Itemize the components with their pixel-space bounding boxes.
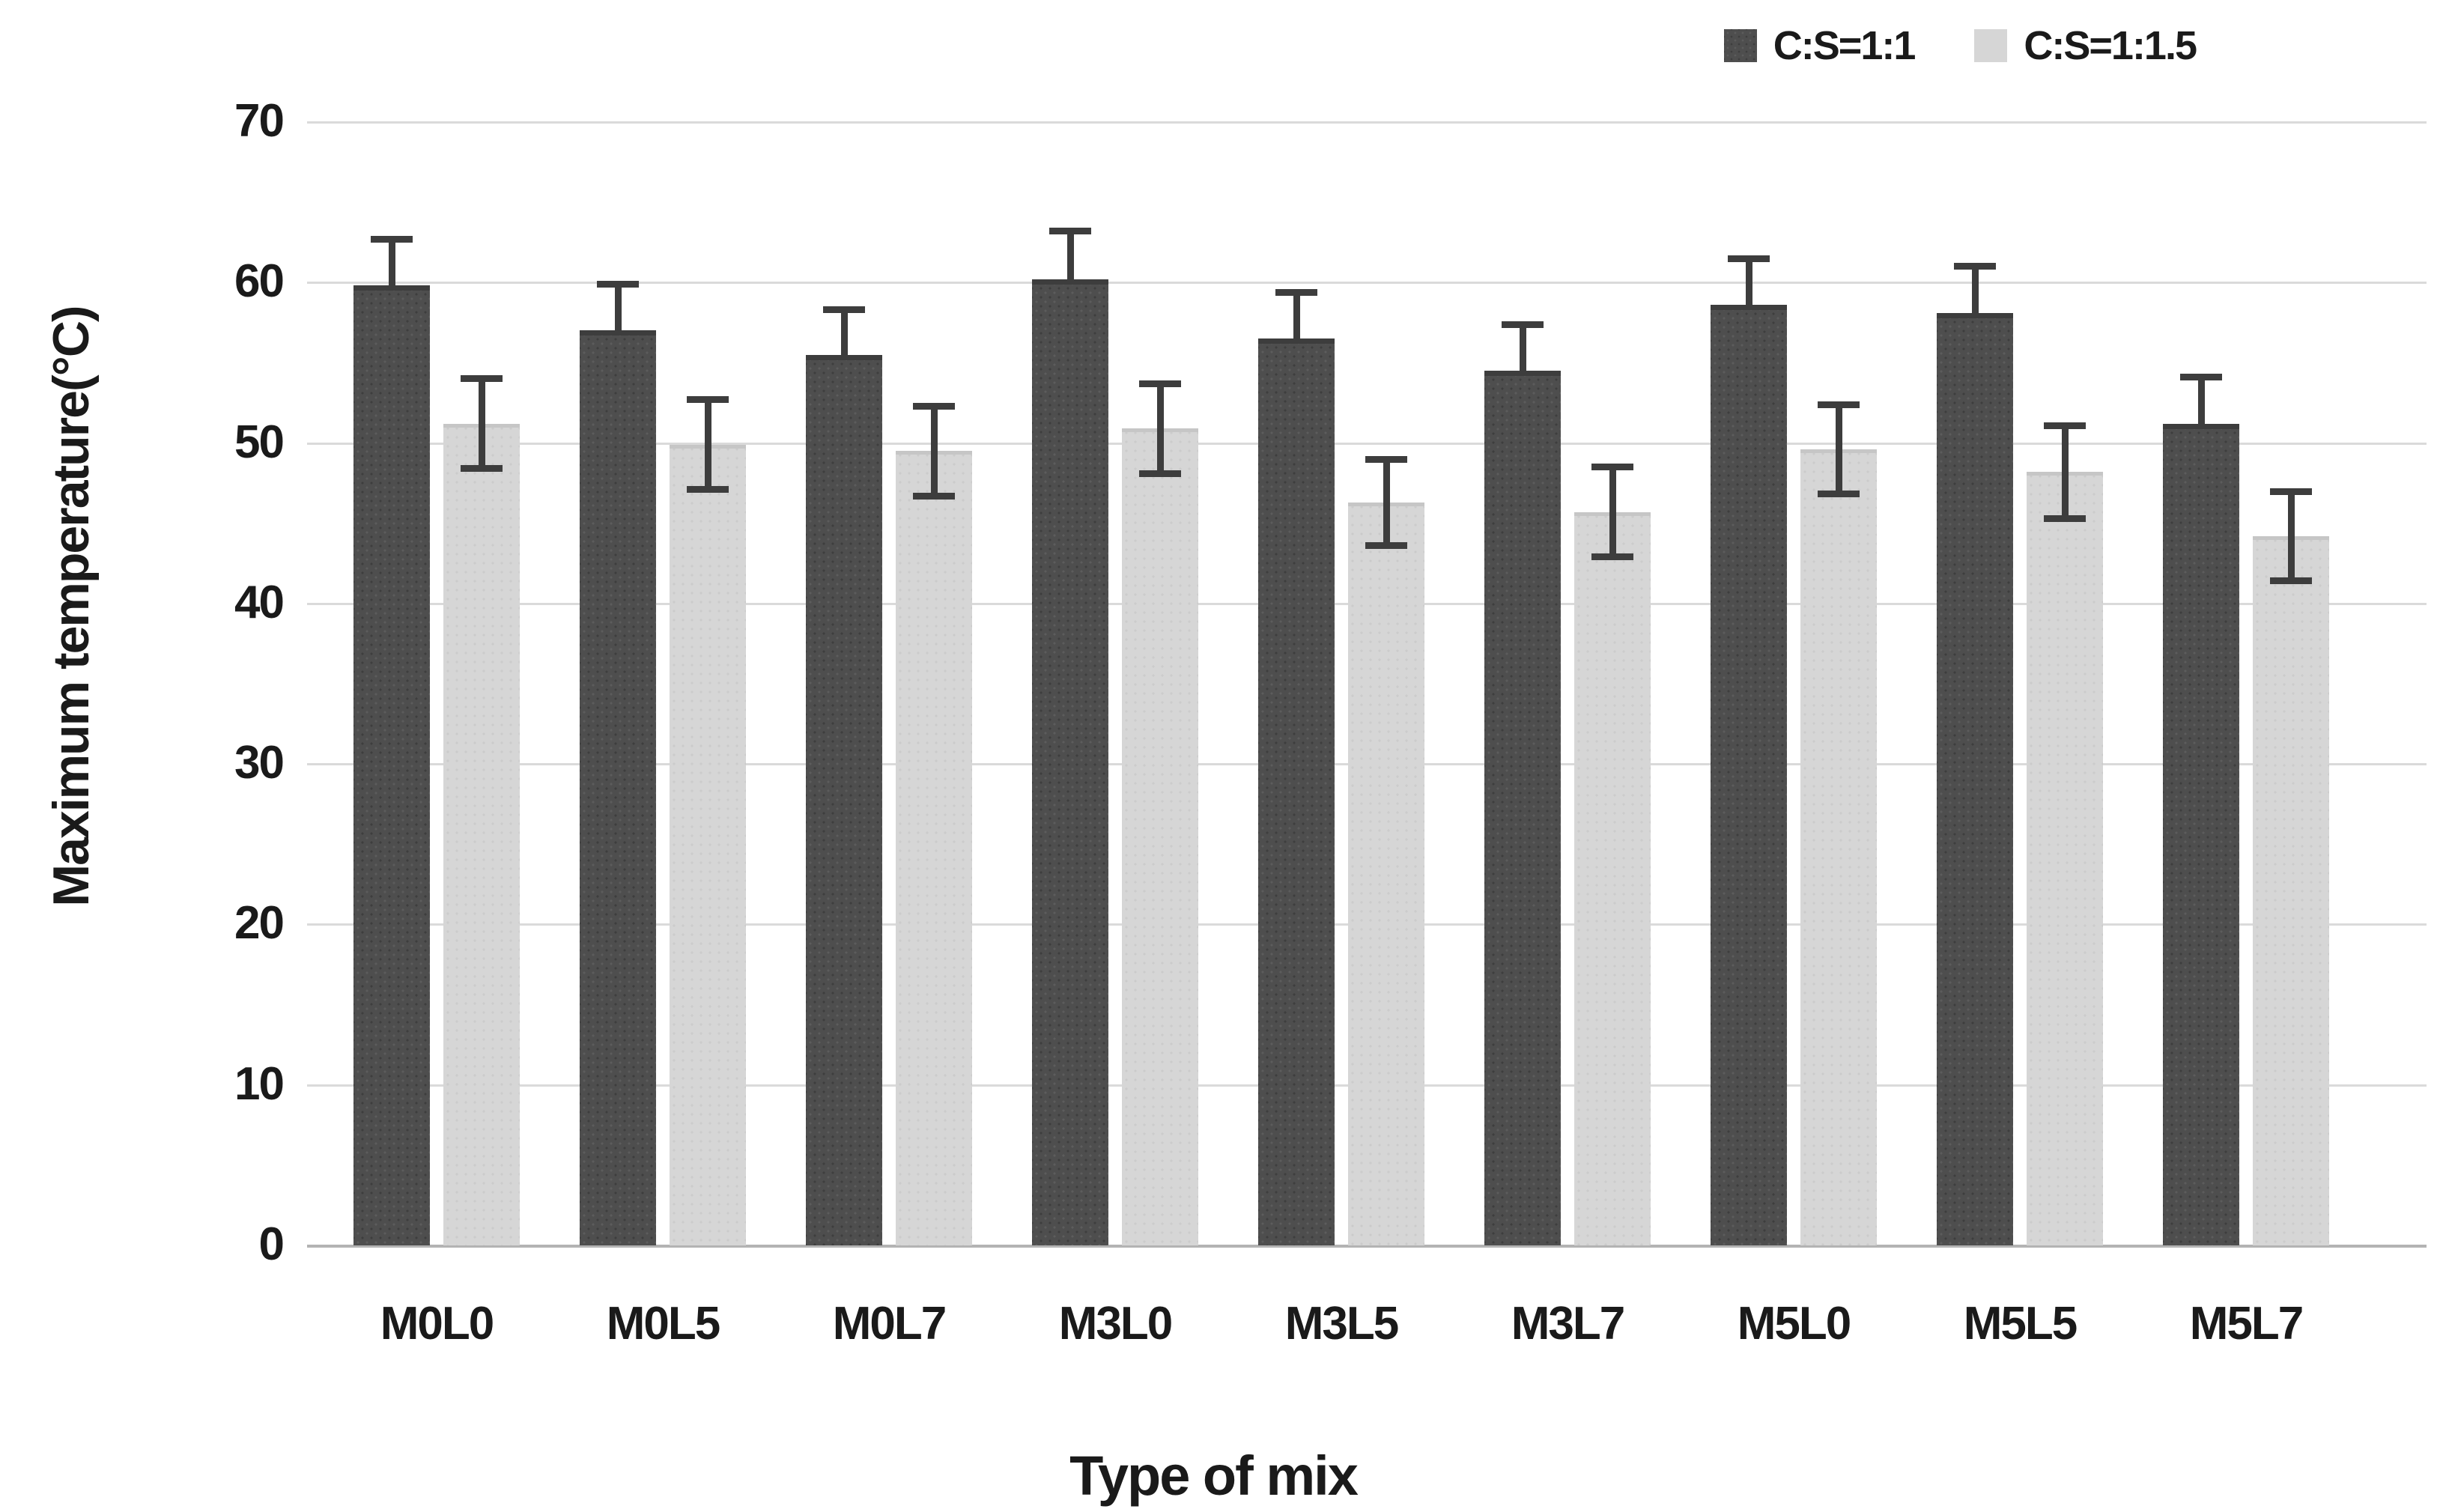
error-bar-cap-bottom <box>2270 577 2312 585</box>
error-bar-whisker <box>1609 464 1616 560</box>
x-category-label: M5L7 <box>2189 1298 2304 1349</box>
bar <box>2253 535 2329 1245</box>
y-tick-label: 30 <box>234 737 285 789</box>
bar <box>1711 305 1787 1245</box>
gridline <box>307 282 2427 285</box>
y-tick-label: 40 <box>234 576 285 628</box>
error-bar-cap-bottom <box>1365 541 1407 549</box>
y-tick-label: 10 <box>234 1057 285 1110</box>
error-bar-cap-top <box>2044 422 2086 429</box>
bar <box>1484 371 1561 1245</box>
error-bar-cap-top <box>2270 488 2312 495</box>
legend-label: C:S=1:1.5 <box>2024 23 2197 68</box>
error-bar-cap-bottom <box>687 485 729 493</box>
bar <box>670 444 746 1245</box>
error-bar-cap-top <box>1275 288 1317 296</box>
bar <box>1574 511 1651 1245</box>
error-bar-cap-top <box>1818 401 1860 408</box>
x-category-label: M3L5 <box>1284 1298 1399 1349</box>
error-bar-whisker <box>1383 455 1390 549</box>
error-bar-cap-top <box>371 236 413 243</box>
bar <box>443 423 520 1245</box>
y-tick-label: 70 <box>234 94 285 147</box>
error-bar-whisker <box>1156 380 1164 477</box>
bar <box>2027 472 2103 1245</box>
x-category-label: M5L0 <box>1737 1298 1851 1349</box>
error-bar-whisker <box>2061 422 2069 522</box>
error-bar-cap-top <box>1954 263 1996 270</box>
bar <box>353 285 430 1245</box>
error-bar-whisker <box>1745 255 1752 306</box>
error-bar-whisker <box>840 306 848 355</box>
x-category-label: M5L5 <box>1963 1298 2078 1349</box>
error-bar-cap-top <box>461 375 503 383</box>
error-bar-cap-top <box>1049 228 1091 235</box>
bar <box>580 330 656 1245</box>
bar <box>806 354 882 1245</box>
y-tick-label: 0 <box>258 1218 285 1271</box>
error-bar-cap-top <box>1502 321 1544 328</box>
error-bar-cap-bottom <box>913 492 955 500</box>
error-bar-whisker <box>704 396 711 493</box>
gridline <box>307 442 2427 445</box>
gridline <box>307 1245 2427 1248</box>
x-category-label: M0L5 <box>606 1298 720 1349</box>
x-axis-title: Type of mix <box>1069 1445 1359 1507</box>
bar <box>1122 428 1198 1245</box>
x-category-label: M0L0 <box>380 1298 494 1349</box>
gridline <box>307 121 2427 124</box>
legend-item: C:S=1:1.5 <box>1974 22 2197 69</box>
y-tick-label: 20 <box>234 897 285 950</box>
error-bar-whisker <box>1835 401 1842 498</box>
bar <box>1937 312 2013 1245</box>
bar <box>896 451 972 1245</box>
y-tick-label: 60 <box>234 255 285 308</box>
error-bar-whisker <box>1971 263 1979 313</box>
x-category-label: M3L0 <box>1058 1298 1173 1349</box>
error-bar-whisker <box>478 375 485 473</box>
legend: C:S=1:1 C:S=1:1.5 <box>1723 22 2197 69</box>
error-bar-cap-top <box>1728 255 1770 262</box>
error-bar-whisker <box>2197 374 2205 424</box>
error-bar-cap-bottom <box>1818 491 1860 498</box>
error-bar-cap-top <box>823 306 865 314</box>
error-bar-cap-top <box>1365 455 1407 463</box>
error-bar-whisker <box>1066 228 1074 279</box>
legend-label: C:S=1:1 <box>1773 23 1917 68</box>
bar <box>2163 423 2239 1245</box>
error-bar-cap-bottom <box>2044 514 2086 522</box>
y-tick-label: 50 <box>234 416 285 468</box>
error-bar-whisker <box>614 281 622 331</box>
error-bar-whisker <box>388 236 395 286</box>
error-bar-whisker <box>930 402 938 500</box>
error-bar-cap-bottom <box>461 465 503 473</box>
legend-item: C:S=1:1 <box>1723 22 1917 69</box>
error-bar-whisker <box>2287 488 2295 585</box>
bar <box>1348 502 1424 1245</box>
bar <box>1800 449 1877 1245</box>
x-category-label: M3L7 <box>1511 1298 1625 1349</box>
error-bar-cap-top <box>2180 374 2222 381</box>
x-category-label: M0L7 <box>832 1298 947 1349</box>
error-bar-cap-top <box>1139 380 1181 387</box>
error-bar-cap-top <box>1591 464 1633 471</box>
error-bar-whisker <box>1519 321 1526 371</box>
error-bar-cap-top <box>913 402 955 410</box>
error-bar-cap-bottom <box>1591 553 1633 560</box>
error-bar-cap-top <box>597 281 639 288</box>
error-bar-cap-top <box>687 396 729 404</box>
bar <box>1032 279 1108 1245</box>
bar <box>1258 338 1335 1245</box>
error-bar-cap-bottom <box>1139 470 1181 477</box>
legend-swatch <box>1723 29 1757 62</box>
error-bar-whisker <box>1293 288 1300 339</box>
legend-swatch <box>1974 29 2008 62</box>
